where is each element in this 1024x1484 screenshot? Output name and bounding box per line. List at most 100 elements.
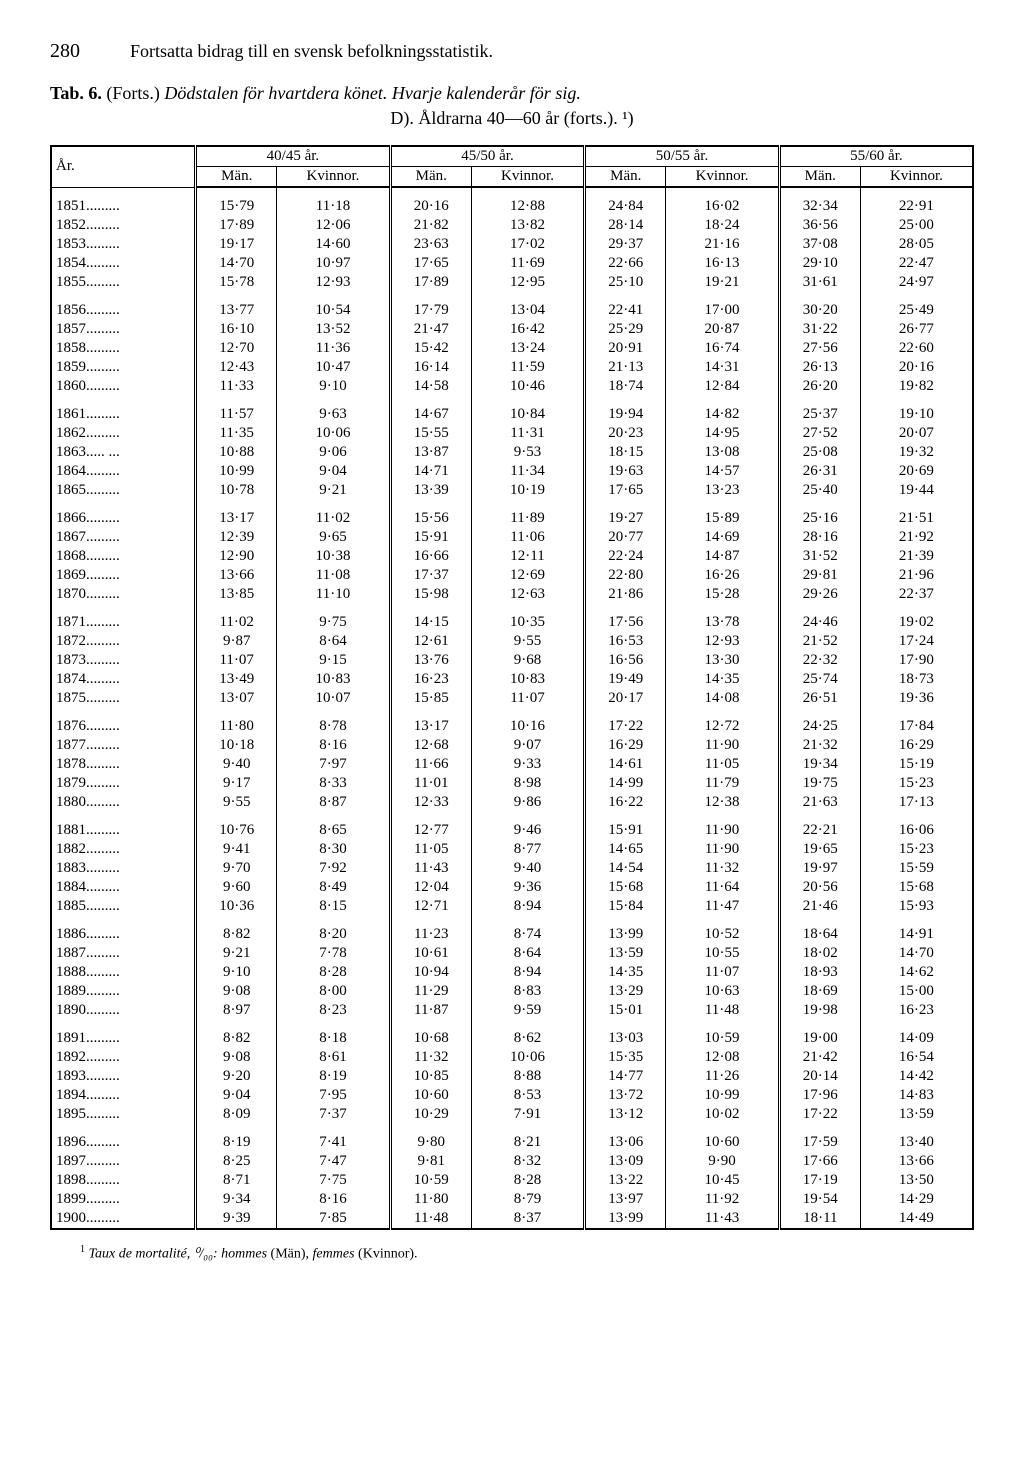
value-cell: 8·16 [277,736,390,755]
value-cell: 14·70 [196,254,277,273]
value-cell: 17·56 [585,604,666,632]
value-cell: 14·57 [666,462,779,481]
value-cell: 11·57 [196,396,277,424]
value-cell: 25·00 [860,216,973,235]
year-cell: 1895......... [51,1105,196,1124]
value-cell: 13·08 [666,443,779,462]
value-cell: 16·54 [860,1048,973,1067]
year-cell: 1899......... [51,1190,196,1209]
value-cell: 9·55 [471,632,584,651]
value-cell: 26·51 [779,689,860,708]
year-cell: 1888......... [51,963,196,982]
value-cell: 12·93 [666,632,779,651]
value-cell: 9·59 [471,1001,584,1020]
value-cell: 13·82 [471,216,584,235]
year-cell: 1869......... [51,566,196,585]
table-row: 1897.........8·257·479·818·3213·099·9017… [51,1152,973,1171]
value-cell: 25·08 [779,443,860,462]
year-cell: 1853......... [51,235,196,254]
value-cell: 12·43 [196,358,277,377]
value-cell: 28·14 [585,216,666,235]
year-cell: 1867......... [51,528,196,547]
value-cell: 15·91 [390,528,471,547]
value-cell: 17·89 [196,216,277,235]
value-cell: 14·87 [666,547,779,566]
value-cell: 36·56 [779,216,860,235]
table-row: 1862.........11·3510·0615·5511·3120·2314… [51,424,973,443]
value-cell: 10·06 [471,1048,584,1067]
table-row: 1894.........9·047·9510·608·5313·7210·99… [51,1086,973,1105]
value-cell: 11·35 [196,424,277,443]
value-cell: 10·38 [277,547,390,566]
value-cell: 22·41 [585,292,666,320]
table-subheading: D). Åldrarna 40—60 år (forts.). ¹) [50,108,974,129]
value-cell: 9·41 [196,840,277,859]
value-cell: 19·32 [860,443,973,462]
year-cell: 1870......... [51,585,196,604]
value-cell: 10·18 [196,736,277,755]
value-cell: 9·63 [277,396,390,424]
value-cell: 19·17 [196,235,277,254]
value-cell: 22·47 [860,254,973,273]
value-cell: 37·08 [779,235,860,254]
value-cell: 8·98 [471,774,584,793]
value-cell: 10·94 [390,963,471,982]
table-row: 1860.........11·339·1014·5810·4618·7412·… [51,377,973,396]
value-cell: 11·87 [390,1001,471,1020]
value-cell: 11·64 [666,878,779,897]
value-cell: 12·95 [471,273,584,292]
value-cell: 13·40 [860,1124,973,1152]
year-cell: 1872......... [51,632,196,651]
value-cell: 20·69 [860,462,973,481]
value-cell: 10·45 [666,1171,779,1190]
year-cell: 1890......... [51,1001,196,1020]
table-row: 1885.........10·368·1512·718·9415·8411·4… [51,897,973,916]
year-cell: 1882......... [51,840,196,859]
sub-kvin-2: Kvinnor. [666,167,779,188]
value-cell: 10·47 [277,358,390,377]
table-row: 1854.........14·7010·9717·6511·6922·6616… [51,254,973,273]
value-cell: 17·22 [585,708,666,736]
value-cell: 16·66 [390,547,471,566]
year-cell: 1887......... [51,944,196,963]
value-cell: 19·63 [585,462,666,481]
value-cell: 17·19 [779,1171,860,1190]
value-cell: 9·33 [471,755,584,774]
value-cell: 29·37 [585,235,666,254]
age-group-0: 40/45 år. [196,146,391,167]
value-cell: 15·56 [390,500,471,528]
value-cell: 14·95 [666,424,779,443]
year-cell: 1860......... [51,377,196,396]
table-row: 1870.........13·8511·1015·9812·6321·8615… [51,585,973,604]
table-row: 1859.........12·4310·4716·1411·5921·1314… [51,358,973,377]
value-cell: 15·59 [860,859,973,878]
value-cell: 28·05 [860,235,973,254]
table-row: 1857.........16·1013·5221·4716·4225·2920… [51,320,973,339]
value-cell: 19·10 [860,396,973,424]
value-cell: 21·32 [779,736,860,755]
value-cell: 17·24 [860,632,973,651]
year-cell: 1857......... [51,320,196,339]
value-cell: 8·82 [196,916,277,944]
value-cell: 9·46 [471,812,584,840]
value-cell: 11·29 [390,982,471,1001]
value-cell: 31·22 [779,320,860,339]
value-cell: 19·49 [585,670,666,689]
value-cell: 12·84 [666,377,779,396]
value-cell: 19·02 [860,604,973,632]
value-cell: 18·15 [585,443,666,462]
value-cell: 14·49 [860,1209,973,1229]
year-cell: 1871......... [51,604,196,632]
value-cell: 10·61 [390,944,471,963]
value-cell: 11·05 [390,840,471,859]
value-cell: 16·29 [860,736,973,755]
value-cell: 20·77 [585,528,666,547]
value-cell: 14·69 [666,528,779,547]
value-cell: 18·93 [779,963,860,982]
value-cell: 17·13 [860,793,973,812]
value-cell: 9·21 [196,944,277,963]
value-cell: 16·74 [666,339,779,358]
value-cell: 22·21 [779,812,860,840]
value-cell: 8·25 [196,1152,277,1171]
value-cell: 11·07 [196,651,277,670]
